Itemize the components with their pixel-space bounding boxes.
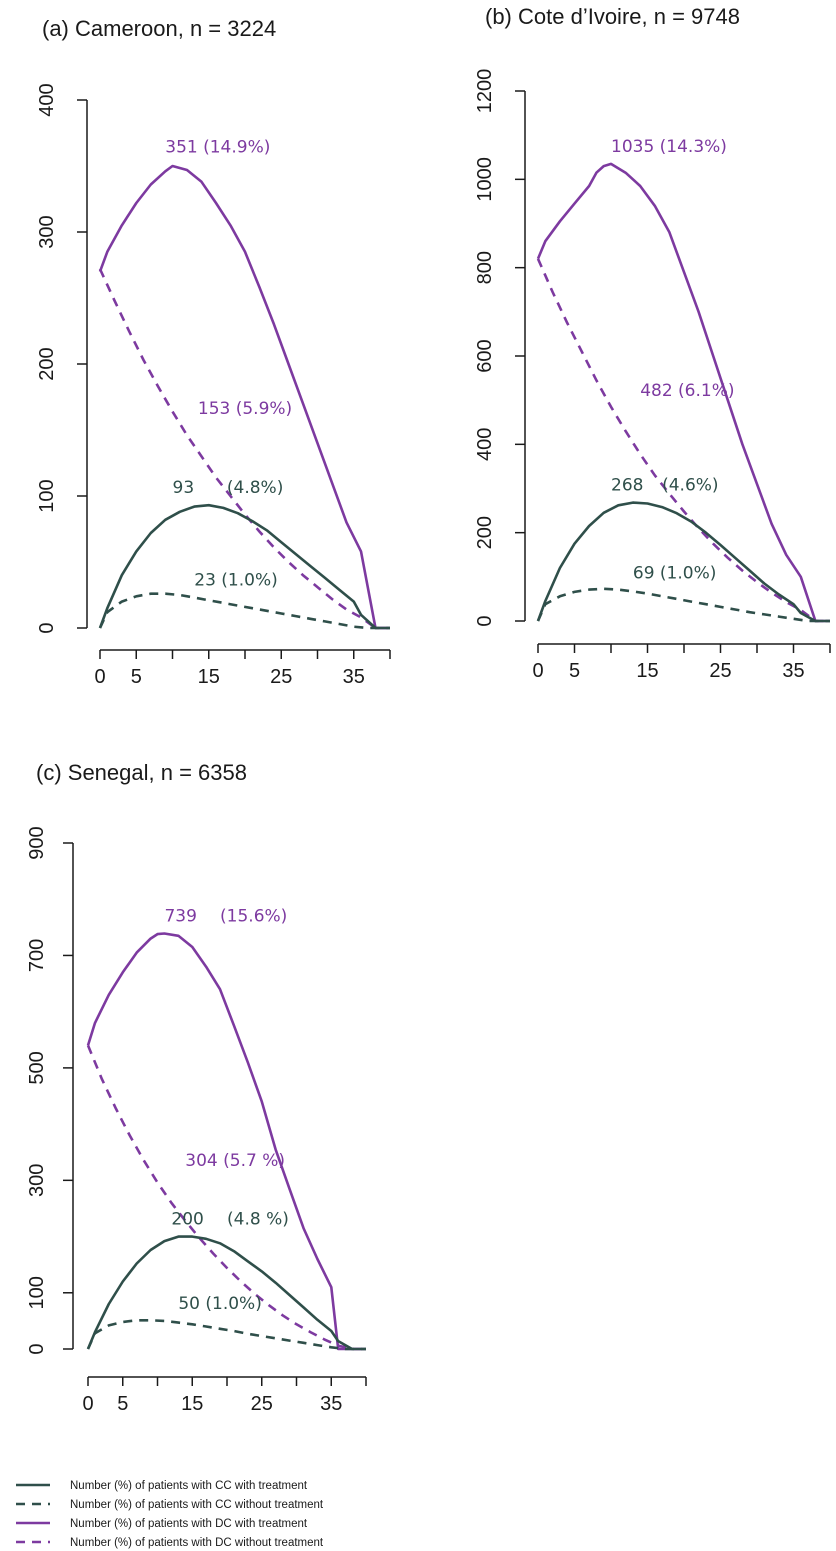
- x-tick-label: 25: [709, 660, 731, 682]
- data-label: 153 (5.9%): [198, 399, 292, 419]
- data-label: 1035 (14.3%): [611, 137, 727, 157]
- x-tick-label: 0: [532, 660, 543, 682]
- series-line-dc-with: [536, 162, 830, 623]
- x-tick-label: 0: [94, 666, 105, 688]
- series-line-dc-without: [98, 268, 390, 630]
- series-line-dc-without: [536, 258, 830, 623]
- data-label: 304 (5.7 %): [185, 1151, 285, 1171]
- data-label: 69 (1.0%): [633, 564, 717, 584]
- data-label: 23 (1.0%): [194, 571, 278, 591]
- y-tick-label: 300: [36, 215, 58, 248]
- x-tick-label: 5: [131, 666, 142, 688]
- x-tick-label: 25: [251, 1393, 273, 1415]
- legend-label: Number (%) of patients with DC with trea…: [70, 1518, 308, 1530]
- x-tick-label: 15: [198, 666, 220, 688]
- y-tick-label: 800: [474, 251, 496, 284]
- y-tick-label: 500: [26, 1051, 48, 1084]
- x-tick-label: 15: [636, 660, 658, 682]
- y-tick-label: 1000: [474, 157, 496, 202]
- data-label: 739: [164, 907, 196, 927]
- chart-panels: (a) Cameroon, n = 3224 0 100 200 300 400 0 5 15 2…: [26, 4, 831, 1415]
- y-tick-label: 0: [26, 1343, 48, 1354]
- chart-title: (c) Senegal, n = 6358: [36, 760, 247, 785]
- y-tick-label: 0: [36, 622, 58, 633]
- chart-panel-1: (a) Cameroon, n = 3224 0 100 200 300 400 0 5 15 2…: [36, 16, 391, 688]
- x-tick-label: 35: [343, 666, 365, 688]
- x-tick-label: 35: [320, 1393, 342, 1415]
- data-label: (15.6%): [220, 907, 287, 927]
- y-tick-label: 400: [36, 83, 58, 116]
- x-tick-label: 5: [117, 1393, 128, 1415]
- series-line-cc-without: [98, 592, 390, 630]
- x-tick-label: 15: [181, 1393, 203, 1415]
- chart-panel-2: (b) Cote d’Ivoire, n = 9748 0 200 400 600 800…: [474, 4, 831, 682]
- data-label: (4.8%): [227, 478, 283, 498]
- series-line-cc-with: [98, 503, 390, 630]
- x-tick-label: 5: [569, 660, 580, 682]
- y-tick-label: 200: [36, 347, 58, 380]
- y-tick-label: 1200: [474, 69, 496, 114]
- y-tick-label: 400: [474, 428, 496, 461]
- series-line-dc-without: [86, 1044, 366, 1351]
- legend-label: Number (%) of patients with CC without t…: [70, 1499, 324, 1511]
- y-tick-label: 700: [26, 939, 48, 972]
- data-label: 351 (14.9%): [165, 138, 270, 158]
- data-label: (4.8 %): [227, 1210, 289, 1230]
- series-line-cc-with: [86, 1235, 366, 1351]
- chart-title: (b) Cote d’Ivoire, n = 9748: [485, 4, 740, 29]
- chart-panel-3: (c) Senegal, n = 6358 0 100 300 500 700 900 0 5 1…: [26, 760, 367, 1415]
- data-label: 50 (1.0%): [178, 1294, 262, 1314]
- y-tick-label: 600: [474, 339, 496, 372]
- y-tick-label: 100: [26, 1276, 48, 1309]
- y-tick-label: 200: [474, 516, 496, 549]
- legend-label: Number (%) of patients with CC with trea…: [70, 1480, 308, 1492]
- series-line-dc-with: [86, 932, 366, 1351]
- data-label: 482 (6.1%): [640, 381, 734, 401]
- y-tick-label: 900: [26, 826, 48, 859]
- x-tick-label: 25: [270, 666, 292, 688]
- legend-label: Number (%) of patients with DC without t…: [70, 1537, 324, 1549]
- series-line-cc-without: [86, 1319, 366, 1351]
- data-label: 200: [171, 1210, 203, 1230]
- y-tick-label: 0: [474, 615, 496, 626]
- series-line-dc-with: [98, 164, 390, 630]
- x-tick-label: 35: [782, 660, 804, 682]
- series-line-cc-with: [536, 501, 830, 623]
- series-line-cc-without: [536, 587, 830, 623]
- y-tick-label: 300: [26, 1164, 48, 1197]
- y-tick-label: 100: [36, 479, 58, 512]
- data-label: (4.6%): [662, 476, 718, 496]
- data-label: 268: [611, 476, 643, 496]
- data-label: 93: [173, 478, 195, 498]
- chart-title: (a) Cameroon, n = 3224: [42, 16, 276, 41]
- x-tick-label: 0: [82, 1393, 93, 1415]
- legend: Number (%) of patients with CC with trea…: [16, 1480, 324, 1549]
